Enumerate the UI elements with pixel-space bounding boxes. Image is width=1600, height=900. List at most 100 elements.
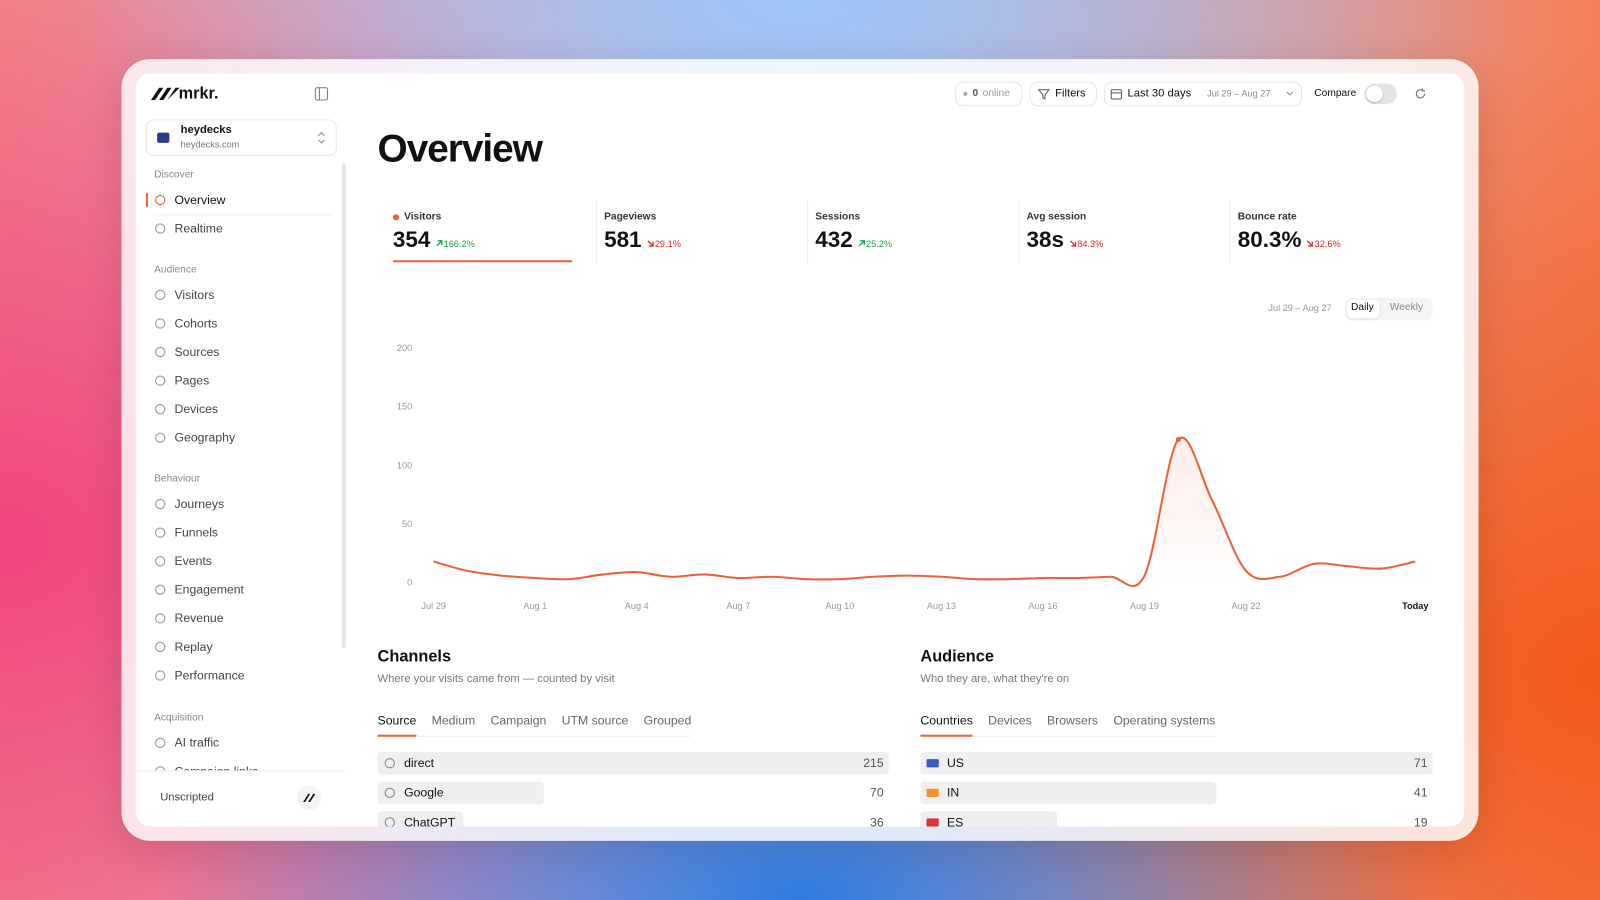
date-range-label[interactable]: Last 30 days: [1127, 87, 1192, 100]
sidebar-scrollbar: [341, 163, 346, 648]
sidebar-footer-label: Unscripted: [160, 791, 214, 804]
granularity-option[interactable]: Daily: [1351, 302, 1374, 314]
y-tick-label: 50: [402, 519, 412, 529]
nav-item[interactable]: Overview: [174, 192, 226, 207]
tab[interactable]: Grouped: [643, 713, 692, 728]
x-tick-label: Aug 22: [1232, 601, 1261, 611]
metric-dot: [392, 214, 399, 221]
nav-item[interactable]: AI traffic: [174, 735, 220, 750]
filters-button[interactable]: [1029, 81, 1097, 107]
nav-item[interactable]: Journeys: [174, 496, 225, 512]
workspace-icon: [157, 132, 170, 143]
nav-item[interactable]: Pages: [174, 373, 210, 388]
nav-icon: [155, 194, 166, 206]
nav-item[interactable]: Performance: [174, 668, 245, 683]
footer-logo: [303, 793, 316, 803]
metric-label[interactable]: Visitors: [404, 211, 442, 223]
section-subtitle: Where your visits came from — counted by…: [377, 672, 615, 686]
flag-icon: [926, 818, 939, 827]
nav-item[interactable]: Revenue: [174, 611, 224, 626]
tab-bar: Source Medium Campaign UTM source Grouped: [377, 713, 692, 737]
metric-change: 29.1%: [654, 238, 681, 249]
row-bar[interactable]: [920, 811, 1058, 827]
nav-item[interactable]: Visitors: [174, 287, 215, 302]
metric-label[interactable]: Pageviews: [604, 211, 657, 223]
x-tick-label: Aug 16: [1028, 601, 1057, 611]
row-label: direct: [404, 755, 435, 771]
y-tick-label: 0: [407, 578, 412, 588]
nav-item[interactable]: Devices: [174, 401, 219, 417]
workspace-name: heydecks: [180, 123, 232, 137]
metric-value: 80.3%: [1237, 226, 1302, 253]
metric-label[interactable]: Bounce rate: [1237, 211, 1297, 223]
metric-change: 84.3%: [1077, 238, 1104, 249]
y-tick-label: 100: [397, 460, 412, 470]
filter-icon: [1037, 89, 1051, 100]
chart-range-label: Jul 29 – Aug 27: [1268, 302, 1332, 313]
row-bar[interactable]: [377, 781, 544, 805]
date-range-picker[interactable]: [1104, 81, 1303, 107]
row-bar[interactable]: [377, 811, 464, 827]
x-tick-label: Aug 7: [726, 601, 750, 611]
nav-icon: [155, 670, 166, 681]
visitors-chart: 0 50 100 150 200 Jul 29 Aug 1 Aug 4 Aug 7 Aug 10 A…: [397, 343, 1429, 611]
nav-item[interactable]: Funnels: [174, 525, 219, 540]
row-bar[interactable]: [920, 752, 1433, 775]
nav-item[interactable]: Geography: [174, 430, 236, 445]
nav-item[interactable]: Replay: [174, 639, 213, 654]
x-tick-label: Aug 13: [927, 601, 956, 611]
row-value: 41: [1413, 785, 1428, 800]
tab[interactable]: Campaign: [490, 713, 547, 728]
x-tick-label: Aug 19: [1130, 601, 1159, 611]
compare-label: Compare: [1314, 87, 1357, 99]
metric-trend-arrow: [858, 240, 865, 247]
nav-item[interactable]: Engagement: [174, 582, 244, 597]
nav-icon: [155, 289, 166, 301]
nav-icon: [155, 346, 166, 358]
tab[interactable]: UTM source: [561, 713, 629, 728]
x-tick-label: Aug 10: [825, 601, 854, 611]
tab[interactable]: Medium: [431, 713, 476, 728]
tab[interactable]: Countries: [920, 713, 973, 737]
nav-item[interactable]: Cohorts: [174, 316, 218, 331]
flag-icon: [926, 759, 939, 768]
tab[interactable]: Source: [377, 713, 417, 737]
filters-label[interactable]: Filters: [1055, 87, 1086, 100]
x-tick-label: Aug 1: [523, 601, 547, 611]
flag-icon: [926, 788, 939, 797]
online-dot: [963, 91, 968, 96]
y-tick-label: 150: [397, 402, 412, 412]
nav-item[interactable]: Events: [174, 553, 212, 569]
row-label: Google: [404, 785, 444, 800]
metric-change: 32.6%: [1314, 238, 1341, 249]
tab[interactable]: Browsers: [1046, 713, 1099, 728]
nav-item[interactable]: Realtime: [174, 221, 223, 236]
row-bar[interactable]: [377, 752, 889, 775]
workspace-switcher[interactable]: [145, 119, 337, 157]
active-indicator: [145, 192, 148, 208]
nav-icon: [155, 527, 166, 538]
nav-item[interactable]: Sources: [174, 344, 220, 359]
row-value: 70: [870, 785, 884, 800]
x-tick-label: Today: [1402, 601, 1429, 611]
sidebar-section-title: Audience: [154, 264, 197, 276]
nav-icon: [155, 318, 166, 329]
sidebar-section-title: Discover: [154, 169, 194, 181]
row-label: IN: [946, 785, 960, 800]
row-bar[interactable]: [920, 781, 1217, 805]
row-value: 71: [1413, 755, 1428, 771]
metric-label[interactable]: Sessions: [815, 211, 861, 223]
metric-label[interactable]: Avg session: [1026, 211, 1087, 223]
metric-change: 166.2%: [443, 238, 475, 249]
granularity-option[interactable]: Weekly: [1389, 302, 1424, 314]
nav-icon: [155, 737, 166, 749]
source-icon: [384, 817, 395, 827]
y-tick-label: 200: [397, 343, 412, 353]
sidebar-footer: [135, 770, 345, 827]
tab[interactable]: Devices: [988, 713, 1032, 728]
tab[interactable]: Operating systems: [1113, 713, 1216, 728]
metric-divider: [1229, 199, 1231, 264]
brand-name: mrkr.: [178, 85, 219, 103]
